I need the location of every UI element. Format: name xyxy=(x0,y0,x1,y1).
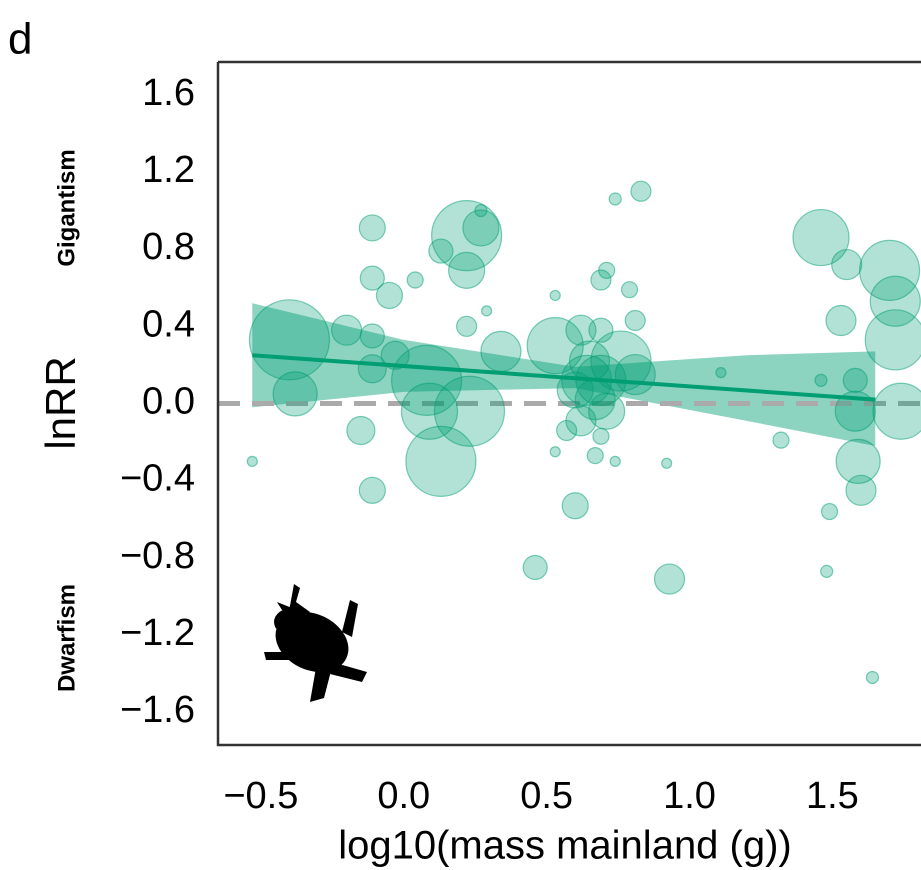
data-point xyxy=(561,492,589,520)
data-point xyxy=(248,299,331,381)
data-point xyxy=(845,474,877,506)
y-tick-label: −0.4 xyxy=(120,458,195,500)
data-point xyxy=(590,269,612,291)
data-point xyxy=(814,373,828,387)
y-tick-label: 0.8 xyxy=(142,226,195,268)
data-point xyxy=(400,382,459,440)
data-point xyxy=(609,455,621,467)
data-point xyxy=(358,476,386,504)
frog-icon xyxy=(264,584,367,702)
data-point xyxy=(480,330,522,373)
data-point xyxy=(358,214,386,242)
data-point xyxy=(474,203,488,218)
data-point xyxy=(565,314,597,346)
data-point xyxy=(831,248,863,281)
axis-frame xyxy=(216,60,921,747)
data-point xyxy=(835,438,881,484)
data-point xyxy=(614,353,656,396)
plot-area xyxy=(218,180,921,685)
data-point xyxy=(624,309,646,332)
y-tick-label: −1.6 xyxy=(120,689,195,731)
data-point xyxy=(462,209,500,247)
panel-label: d xyxy=(8,15,32,64)
x-tick-label: 1.5 xyxy=(806,775,859,817)
data-point xyxy=(330,314,363,346)
data-point xyxy=(820,502,839,521)
data-point xyxy=(549,289,561,302)
regression-line xyxy=(252,353,876,402)
data-point xyxy=(391,344,463,416)
y-tick-label: 1.6 xyxy=(142,72,195,114)
data-point xyxy=(346,415,376,446)
y-axis-label: lnRR xyxy=(37,356,84,449)
data-point xyxy=(865,670,880,685)
data-point xyxy=(549,446,561,458)
data-point xyxy=(522,554,548,581)
data-point xyxy=(272,371,318,417)
y-tick-label: 0.0 xyxy=(142,381,195,423)
x-axis-label: log10(mass mainland (g)) xyxy=(338,824,792,868)
annotation: Dwarfism xyxy=(53,584,80,692)
data-point xyxy=(869,275,921,327)
data-point xyxy=(858,239,921,301)
data-point xyxy=(456,315,478,337)
data-point xyxy=(825,304,857,337)
data-point xyxy=(586,446,604,465)
x-tick-label: 1.0 xyxy=(663,775,716,817)
data-point xyxy=(375,281,404,310)
y-tick-label: 1.2 xyxy=(142,149,195,191)
data-point xyxy=(359,323,385,349)
data-point xyxy=(431,200,503,272)
data-point xyxy=(630,180,652,202)
data-point xyxy=(608,192,622,206)
data-point xyxy=(428,238,454,264)
data-point xyxy=(772,431,790,449)
data-point xyxy=(592,427,610,445)
x-tick-label: 0.0 xyxy=(377,775,430,817)
data-point xyxy=(556,419,578,442)
y-tick-label: −0.8 xyxy=(120,535,195,577)
y-tick-label: −1.2 xyxy=(120,612,195,654)
data-point xyxy=(448,251,486,289)
data-point xyxy=(872,382,921,440)
data-point xyxy=(588,392,626,430)
data-point xyxy=(406,271,424,289)
data-point xyxy=(405,425,477,497)
data-point xyxy=(715,367,727,379)
y-tick-label: 0.4 xyxy=(142,303,195,345)
data-point xyxy=(792,208,850,267)
data-point xyxy=(598,261,616,279)
data-point xyxy=(380,340,410,370)
data-point xyxy=(820,564,834,578)
x-tick-label: 0.5 xyxy=(520,775,573,817)
data-point xyxy=(481,305,493,317)
data-point xyxy=(433,375,506,447)
data-point xyxy=(359,265,385,291)
data-point xyxy=(842,367,868,393)
data-point xyxy=(864,309,921,371)
confidence-band xyxy=(252,303,876,446)
data-point xyxy=(653,563,686,595)
data-point xyxy=(246,455,258,467)
data-point xyxy=(834,390,876,432)
x-tick-label: −0.5 xyxy=(223,775,298,817)
annotation: Gigantism xyxy=(53,149,80,266)
data-point xyxy=(661,457,673,469)
data-point xyxy=(620,281,639,299)
data-point xyxy=(588,317,614,343)
